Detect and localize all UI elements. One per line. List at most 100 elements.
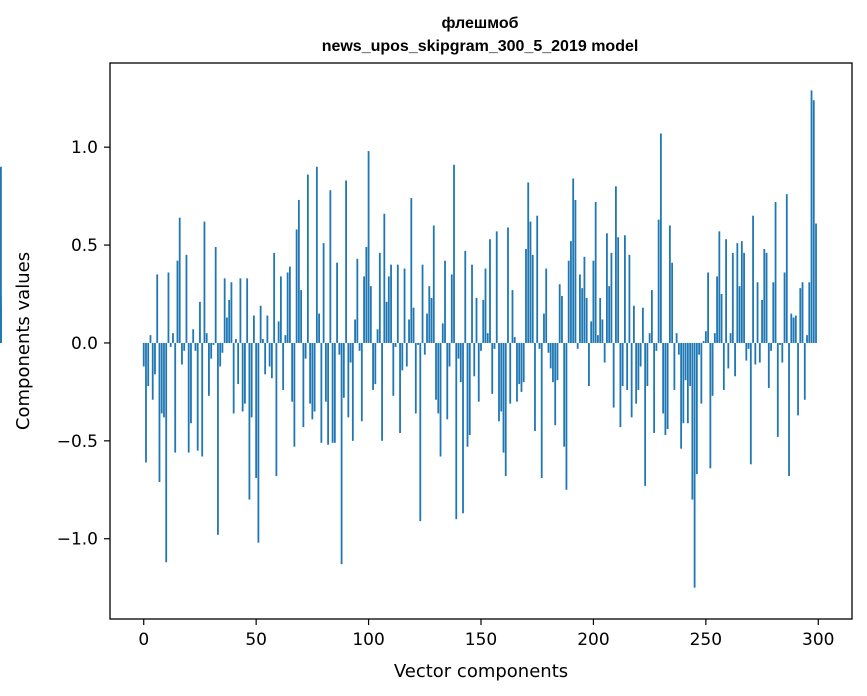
bar xyxy=(147,342,150,387)
bar xyxy=(518,342,521,385)
bar xyxy=(203,221,206,343)
bar xyxy=(799,288,802,343)
bar xyxy=(439,342,442,457)
bar xyxy=(158,342,161,482)
bar xyxy=(459,342,462,383)
bar xyxy=(734,342,736,377)
bar xyxy=(554,342,557,426)
bar xyxy=(801,282,804,343)
bar xyxy=(776,342,779,437)
bar xyxy=(549,342,552,369)
bar xyxy=(522,342,525,383)
bar xyxy=(205,333,208,343)
bar xyxy=(527,182,530,343)
bar xyxy=(509,342,512,404)
bar xyxy=(230,282,233,343)
bar xyxy=(646,342,649,387)
bar xyxy=(612,342,615,408)
bar xyxy=(729,333,732,343)
bar xyxy=(648,333,651,343)
bar xyxy=(291,342,294,402)
bar xyxy=(329,190,332,343)
plot-frame xyxy=(109,62,853,620)
bar xyxy=(630,342,633,418)
x-axis-label: Vector components xyxy=(394,661,568,682)
bar xyxy=(815,223,817,343)
bar xyxy=(340,342,343,565)
bar xyxy=(273,252,276,343)
bar xyxy=(226,317,228,343)
bar xyxy=(408,319,410,343)
bar xyxy=(570,241,572,343)
bar xyxy=(565,342,568,490)
bar xyxy=(347,342,350,418)
bar xyxy=(163,342,165,418)
bar xyxy=(174,342,177,453)
bar xyxy=(376,329,379,343)
bar xyxy=(262,339,264,343)
bar xyxy=(743,252,745,343)
bar xyxy=(378,252,381,343)
bar xyxy=(610,252,613,343)
bar xyxy=(327,342,329,445)
bar xyxy=(176,260,179,343)
bar xyxy=(507,227,509,343)
bar xyxy=(259,305,262,343)
bar xyxy=(758,342,761,363)
bar xyxy=(803,342,806,400)
bar xyxy=(754,342,757,365)
bar xyxy=(356,258,359,343)
y-tick-label: −0.5 xyxy=(57,432,98,452)
bar xyxy=(333,342,336,443)
bar xyxy=(738,286,741,343)
bar xyxy=(374,342,377,385)
bar xyxy=(471,264,473,343)
bar xyxy=(608,286,611,343)
bar xyxy=(183,342,186,351)
bar xyxy=(423,342,426,355)
bar xyxy=(426,313,428,343)
bar xyxy=(358,342,361,351)
bar xyxy=(172,333,174,343)
y-axis-label: Components values xyxy=(13,252,34,430)
x-tick-label: 0 xyxy=(138,630,149,650)
bar xyxy=(457,342,460,359)
bar xyxy=(282,342,285,390)
bar xyxy=(761,299,763,343)
bar xyxy=(668,225,671,343)
bar xyxy=(486,333,489,343)
bar xyxy=(727,342,730,369)
bar xyxy=(543,313,545,343)
bar xyxy=(430,297,433,343)
bar xyxy=(392,342,395,396)
y-tick-label: 1.0 xyxy=(71,138,98,158)
bar xyxy=(493,342,496,349)
bar xyxy=(511,290,514,343)
bar xyxy=(169,342,172,347)
bar xyxy=(806,335,808,343)
bar xyxy=(603,342,606,363)
bar xyxy=(412,307,415,343)
bar xyxy=(210,342,213,359)
bar xyxy=(552,342,554,383)
x-tick-label: 150 xyxy=(465,630,497,650)
bar xyxy=(698,342,700,355)
bar xyxy=(794,315,797,343)
bar xyxy=(704,331,707,343)
bar xyxy=(221,342,224,353)
bar xyxy=(516,342,518,402)
bar xyxy=(266,315,269,343)
bar xyxy=(450,274,453,343)
bar xyxy=(196,342,199,451)
bar xyxy=(752,215,754,343)
bar xyxy=(390,264,392,343)
bar xyxy=(414,342,417,414)
bar xyxy=(785,194,788,343)
bar xyxy=(783,272,786,343)
bar xyxy=(740,241,743,343)
bar xyxy=(763,248,766,343)
y-tick-label: −1.0 xyxy=(57,530,98,550)
bar xyxy=(477,342,480,402)
bar xyxy=(336,262,338,343)
